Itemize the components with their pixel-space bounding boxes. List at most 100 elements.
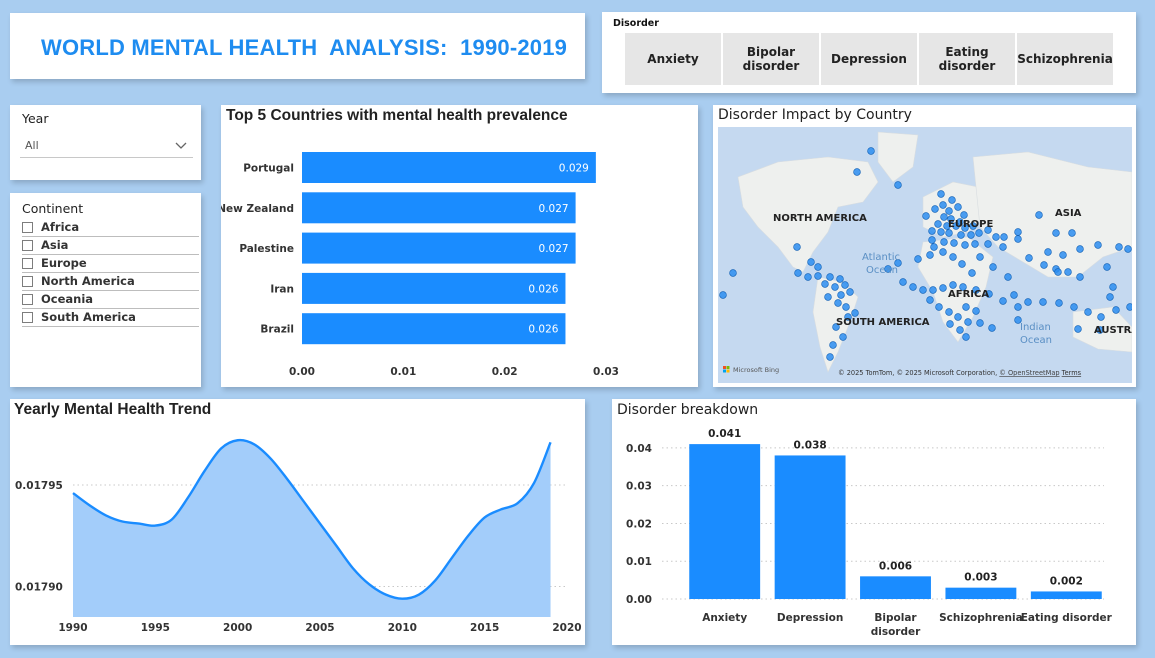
country-marker <box>1096 326 1104 334</box>
country-marker <box>939 284 947 292</box>
y-tick-label: 0.01 <box>626 556 652 568</box>
disorder-slicer: Disorder Anxiety Bipolar disorder Depress… <box>602 12 1136 93</box>
country-marker <box>853 168 861 176</box>
country-marker <box>999 243 1007 251</box>
checkbox[interactable] <box>22 276 33 287</box>
continent-item-north-america[interactable]: North America <box>22 273 199 291</box>
continent-item-label: Europe <box>41 256 87 270</box>
checkbox[interactable] <box>22 222 33 233</box>
country-marker <box>1014 303 1022 311</box>
year-dropdown-value: All <box>25 139 39 152</box>
country-marker <box>729 269 737 277</box>
chart-title: Top 5 Countries with mental health preva… <box>226 107 568 124</box>
continent-item-asia[interactable]: Asia <box>22 237 199 255</box>
page-title: WORLD MENTAL HEALTH ANALYSIS: 1990-2019 <box>41 35 568 60</box>
continent-slicer-label: Continent <box>22 201 84 216</box>
country-marker <box>1074 325 1082 333</box>
continent-item-oceania[interactable]: Oceania <box>22 291 199 309</box>
checkbox[interactable] <box>22 312 33 323</box>
bar[interactable] <box>945 587 1017 599</box>
continent-item-europe[interactable]: Europe <box>22 255 199 273</box>
country-marker <box>962 303 970 311</box>
bar[interactable] <box>302 272 566 304</box>
top5-bar-plot: Portugal 0.029 New Zealand 0.027 Palestine 0.… <box>221 152 619 378</box>
country-marker <box>1035 211 1043 219</box>
country-marker <box>1044 248 1052 256</box>
disorder-option-eating[interactable]: Eating disorder <box>919 33 1015 85</box>
bar[interactable] <box>774 455 846 599</box>
bar[interactable] <box>302 152 596 183</box>
bar[interactable] <box>1030 591 1102 599</box>
bar[interactable] <box>860 576 931 599</box>
y-tick-label: 0.02 <box>626 518 652 530</box>
country-marker <box>940 213 948 221</box>
y-tick-label: 0.01795 <box>15 480 63 492</box>
world-map-canvas[interactable]: NORTH AMERICA EUROPE ASIA AFRICA SOUTH A… <box>718 127 1132 383</box>
map-label-atlantic: Atlantic <box>862 252 900 263</box>
country-marker <box>794 269 802 277</box>
checkbox[interactable] <box>22 294 33 305</box>
country-marker <box>992 233 1000 241</box>
y-tick-label: 0.03 <box>626 481 652 493</box>
x-tick-label: 1995 <box>141 622 170 634</box>
year-dropdown[interactable]: All <box>20 133 193 158</box>
country-marker <box>837 291 845 299</box>
country-marker <box>967 231 975 239</box>
bar[interactable] <box>302 232 576 264</box>
country-marker <box>984 226 992 234</box>
data-label: 0.029 <box>559 163 589 175</box>
disorder-option-schizophrenia[interactable]: Schizophrenia <box>1017 33 1113 85</box>
category-label: Depression <box>777 612 843 624</box>
map-label-europe: EUROPE <box>948 219 993 230</box>
country-marker <box>832 323 840 331</box>
disorder-option-depression[interactable]: Depression <box>821 33 917 85</box>
category-label: Portugal <box>243 163 294 175</box>
country-marker <box>919 286 927 294</box>
map-visual: Disorder Impact by Country NORTH AMERICA… <box>713 105 1136 387</box>
bar[interactable] <box>302 192 576 224</box>
disorder-option-label: Anxiety <box>647 52 699 66</box>
continent-slicer: Continent Africa Asia Europe North Ameri… <box>10 193 201 387</box>
country-marker <box>969 222 977 230</box>
bar[interactable] <box>302 313 566 345</box>
country-marker <box>1014 316 1022 324</box>
country-marker <box>719 291 727 299</box>
y-tick-label: 0.01790 <box>15 582 63 594</box>
bar[interactable] <box>689 444 761 599</box>
country-marker <box>972 307 980 315</box>
osm-link[interactable]: © OpenStreetMap <box>999 369 1059 377</box>
x-tick-label: 2020 <box>552 622 581 634</box>
country-marker <box>972 286 980 294</box>
chart-title: Disorder Impact by Country <box>718 107 912 123</box>
x-tick-label: 0.00 <box>289 366 315 378</box>
disorder-option-anxiety[interactable]: Anxiety <box>625 33 721 85</box>
country-marker <box>975 229 983 237</box>
country-marker <box>971 240 979 248</box>
map-label-indian: Indian <box>1020 322 1051 333</box>
breakdown-bar-plot: 0.00 0.01 0.02 0.03 0.04 0.041 Anxiety 0.038 Dep… <box>626 428 1113 638</box>
trend-line <box>72 438 552 600</box>
disorder-breakdown-chart: Disorder breakdown 0.00 0.01 0.02 0.03 0.04 0… <box>612 399 1136 645</box>
terms-link[interactable]: Terms <box>1061 369 1082 377</box>
country-marker <box>962 333 970 341</box>
data-label: 0.026 <box>528 283 558 295</box>
checkbox[interactable] <box>22 240 33 251</box>
world-map[interactable]: NORTH AMERICA EUROPE ASIA AFRICA SOUTH A… <box>718 127 1132 383</box>
continent-item-africa[interactable]: Africa <box>22 219 199 237</box>
country-marker <box>841 281 849 289</box>
country-marker <box>950 239 958 247</box>
map-label-south-america: SOUTH AMERICA <box>836 317 930 328</box>
x-tick-label: 0.03 <box>593 366 619 378</box>
map-label-asia: ASIA <box>1055 208 1082 219</box>
country-marker <box>968 269 976 277</box>
country-marker <box>961 224 969 232</box>
country-marker <box>956 326 964 334</box>
disorder-option-bipolar[interactable]: Bipolar disorder <box>723 33 819 85</box>
continent-item-label: Africa <box>41 220 80 234</box>
map-labels: NORTH AMERICA EUROPE ASIA AFRICA SOUTH A… <box>773 208 1132 346</box>
data-label: 0.003 <box>964 572 997 584</box>
checkbox[interactable] <box>22 258 33 269</box>
country-marker <box>804 273 812 281</box>
chart-title: Yearly Mental Health Trend <box>14 401 212 418</box>
continent-item-south-america[interactable]: South America <box>22 309 199 327</box>
